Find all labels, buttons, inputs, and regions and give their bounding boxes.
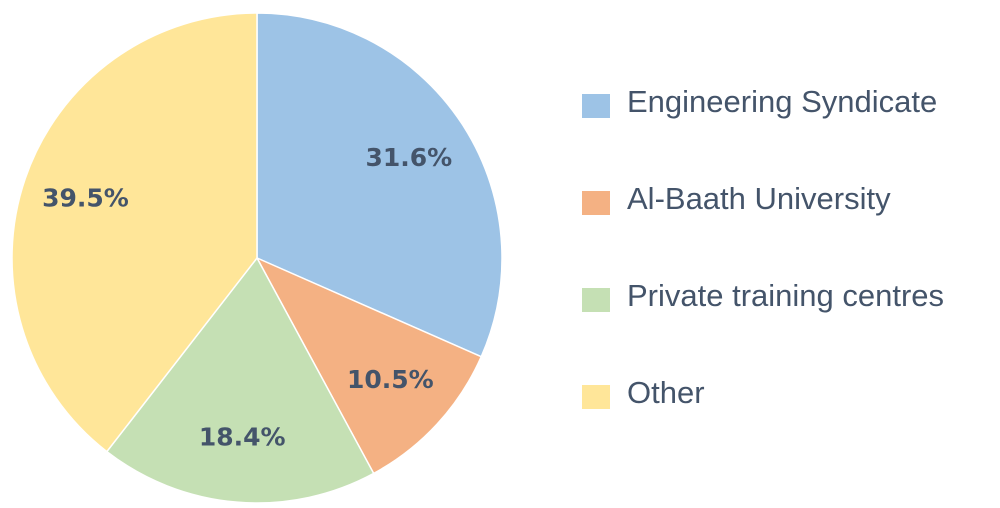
pie-slice	[11, 12, 258, 453]
data-label: 39.5%	[42, 183, 129, 212]
legend-label: Engineering Syndicate	[627, 84, 937, 119]
legend-swatch	[582, 191, 610, 215]
legend-label: Other	[627, 375, 705, 410]
data-label: 18.4%	[199, 423, 286, 452]
legend-label: Private training centres	[627, 278, 944, 313]
data-label: 31.6%	[365, 143, 452, 172]
data-label: 10.5%	[347, 365, 434, 394]
legend-label: Al-Baath University	[627, 181, 891, 216]
legend-swatch	[582, 288, 610, 312]
pie-slice	[105, 256, 375, 504]
pie-slice	[255, 256, 483, 475]
pie-slice	[256, 12, 503, 358]
legend-swatch	[582, 385, 610, 409]
legend-swatch	[582, 94, 610, 118]
